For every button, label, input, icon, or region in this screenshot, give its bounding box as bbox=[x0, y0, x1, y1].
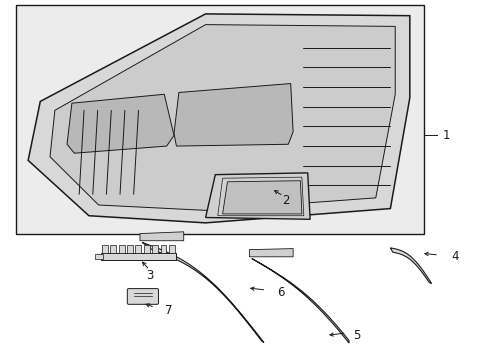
Polygon shape bbox=[249, 249, 292, 257]
Bar bbox=[102, 245, 107, 253]
FancyBboxPatch shape bbox=[127, 289, 158, 304]
Polygon shape bbox=[140, 232, 183, 241]
Bar bbox=[95, 255, 102, 259]
Polygon shape bbox=[205, 173, 309, 219]
Bar bbox=[152, 245, 158, 253]
Text: 3: 3 bbox=[146, 269, 153, 282]
Polygon shape bbox=[389, 248, 431, 284]
Bar bbox=[110, 245, 116, 253]
Bar bbox=[143, 245, 149, 253]
Text: 2: 2 bbox=[282, 194, 289, 207]
Text: 1: 1 bbox=[442, 129, 449, 142]
Bar bbox=[127, 245, 133, 253]
Bar bbox=[119, 245, 124, 253]
Bar bbox=[160, 245, 166, 253]
Polygon shape bbox=[67, 94, 174, 153]
Text: 4: 4 bbox=[450, 250, 458, 263]
Polygon shape bbox=[174, 84, 292, 146]
Polygon shape bbox=[251, 258, 348, 343]
Text: 6: 6 bbox=[277, 286, 284, 299]
Text: 7: 7 bbox=[165, 304, 173, 317]
Bar bbox=[101, 253, 176, 260]
Bar bbox=[168, 245, 174, 253]
Bar bbox=[16, 5, 424, 234]
Text: 5: 5 bbox=[352, 329, 359, 342]
Polygon shape bbox=[28, 14, 409, 223]
Bar bbox=[135, 245, 141, 253]
Polygon shape bbox=[50, 24, 394, 210]
Polygon shape bbox=[222, 181, 301, 214]
Polygon shape bbox=[142, 243, 264, 342]
